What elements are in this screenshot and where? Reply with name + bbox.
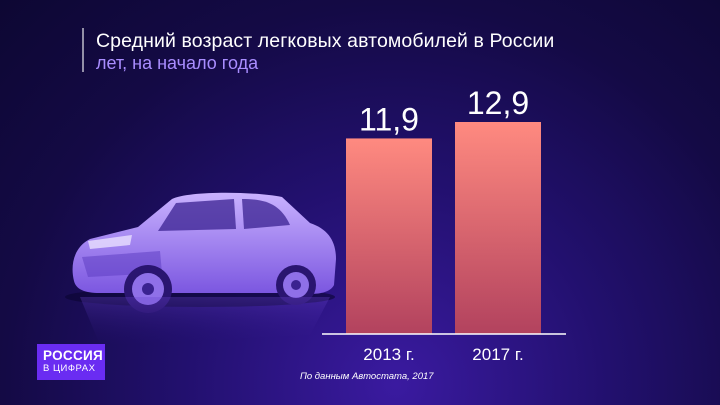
source-note: По данным Автостата, 2017	[300, 371, 434, 382]
x-tick-label: 2013 г.	[363, 345, 414, 364]
badge-line-2: В ЦИФРАХ	[43, 363, 96, 374]
x-tick-label: 2017 г.	[472, 345, 523, 364]
title-divider	[82, 28, 84, 72]
brand-badge: РОССИЯ В ЦИФРАХ	[37, 344, 105, 380]
bar-1	[346, 138, 432, 334]
bar-value-label: 12,9	[467, 85, 529, 121]
bar-value-label: 11,9	[359, 101, 419, 137]
chart-subtitle: лет, на начало года	[96, 53, 259, 73]
chart-title: Средний возраст легковых автомобилей в Р…	[96, 30, 555, 52]
bar-2	[455, 122, 541, 334]
badge-line-1: РОССИЯ	[43, 348, 104, 363]
car-icon	[65, 192, 336, 345]
